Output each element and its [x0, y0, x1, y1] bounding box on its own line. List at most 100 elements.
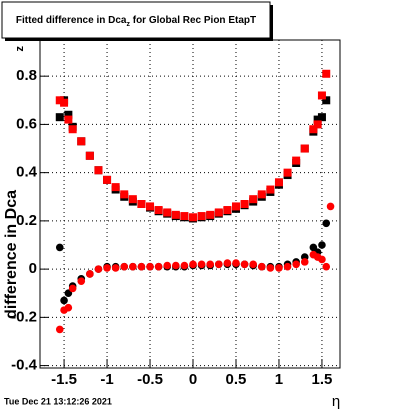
circle-marker: [55, 243, 64, 252]
square-marker: [171, 210, 180, 219]
square-marker: [249, 195, 258, 204]
square-marker: [322, 69, 331, 78]
y-tick-label: -0.4: [11, 357, 38, 374]
circle-marker: [322, 262, 331, 271]
title-subscript: z: [126, 21, 130, 28]
circle-marker: [180, 261, 189, 270]
x-tick-label: -0.5: [137, 371, 163, 388]
title-text: Fitted difference in Dca: [16, 15, 127, 26]
square-marker: [163, 208, 172, 217]
chart-title: Fitted difference in Dcaz for Global Rec…: [16, 15, 256, 28]
footer-date: Tue Dec 21 13:12:26 2021: [4, 396, 112, 406]
square-marker: [55, 96, 64, 105]
square-marker: [231, 202, 240, 211]
circle-marker: [257, 262, 266, 271]
circle-marker: [300, 258, 309, 266]
y-tick-label: -0.2: [11, 308, 37, 325]
square-marker: [154, 206, 163, 215]
circle-marker: [120, 262, 129, 271]
square-marker: [64, 115, 73, 124]
square-marker: [68, 125, 77, 134]
circle-marker: [55, 325, 64, 334]
circle-marker: [197, 260, 206, 269]
square-marker: [313, 115, 322, 124]
circle-marker: [103, 264, 111, 272]
x-tick-label: 1: [275, 371, 283, 388]
circle-marker: [64, 303, 73, 312]
square-marker: [274, 178, 283, 187]
title-box: [1, 1, 271, 39]
circle-marker: [111, 264, 120, 272]
square-marker: [206, 210, 215, 219]
circle-marker: [154, 262, 163, 271]
y-tick-label: 0.6: [16, 115, 37, 132]
title-text: for Global Rec Pion EtapT: [130, 15, 256, 26]
x-axis-label: η: [332, 393, 340, 409]
circle-marker: [240, 260, 249, 269]
y-tick-label: 0: [29, 260, 37, 277]
y-axis-label-subscript: z: [14, 46, 26, 52]
square-marker: [60, 98, 69, 107]
square-marker: [197, 212, 206, 221]
circle-marker: [322, 219, 331, 228]
circle-marker: [326, 202, 335, 211]
y-tick-label: 0.4: [16, 164, 38, 181]
circle-marker: [137, 262, 146, 271]
square-marker: [317, 113, 326, 122]
circle-marker: [283, 262, 292, 271]
circle-marker: [86, 270, 94, 278]
y-tick-label: 0.2: [16, 212, 37, 229]
square-marker: [240, 200, 249, 208]
square-marker: [223, 206, 232, 215]
x-tick-label: -1.5: [51, 371, 77, 388]
circle-marker: [223, 259, 232, 267]
y-tick-label: 0.8: [16, 67, 37, 84]
circle-marker: [163, 261, 172, 270]
square-marker: [120, 190, 129, 199]
square-marker: [309, 125, 318, 134]
circle-marker: [129, 262, 137, 271]
circle-marker: [77, 277, 86, 285]
circle-marker: [292, 260, 300, 269]
y-label-text: difference in Dca: [3, 190, 20, 319]
circle-marker: [318, 241, 326, 249]
circle-marker: [275, 264, 283, 272]
square-marker: [64, 110, 73, 119]
square-marker: [146, 202, 155, 211]
square-marker: [283, 168, 292, 177]
plot-frame: [39, 39, 341, 369]
x-tick-label: 0.5: [226, 371, 247, 388]
circle-marker: [206, 260, 215, 269]
circle-marker: [249, 260, 257, 269]
square-marker: [55, 113, 64, 122]
circle-marker: [94, 265, 103, 273]
square-marker: [137, 200, 146, 208]
circle-marker: [318, 255, 326, 264]
x-tick-label: 1.5: [312, 371, 333, 388]
square-marker: [128, 195, 137, 204]
x-tick-label: 0: [189, 371, 197, 388]
square-marker: [214, 208, 223, 217]
circle-marker: [189, 260, 197, 269]
x-tick-label: -1: [100, 371, 113, 388]
square-marker: [85, 151, 94, 160]
square-marker: [180, 212, 189, 221]
square-marker: [317, 91, 326, 100]
square-marker: [103, 175, 112, 184]
circle-marker: [232, 259, 240, 267]
circle-marker: [172, 261, 180, 270]
circle-marker: [214, 260, 223, 269]
square-marker: [189, 213, 198, 222]
square-marker: [257, 190, 266, 199]
square-marker: [313, 120, 322, 129]
circle-marker: [146, 262, 154, 271]
square-marker: [322, 96, 331, 105]
y-axis-label: difference in Dca: [3, 190, 20, 319]
square-marker: [300, 144, 309, 153]
circle-marker: [266, 264, 275, 272]
square-marker: [292, 156, 301, 165]
circle-marker: [68, 284, 77, 293]
circle-marker: [60, 296, 68, 305]
square-marker: [111, 183, 120, 192]
